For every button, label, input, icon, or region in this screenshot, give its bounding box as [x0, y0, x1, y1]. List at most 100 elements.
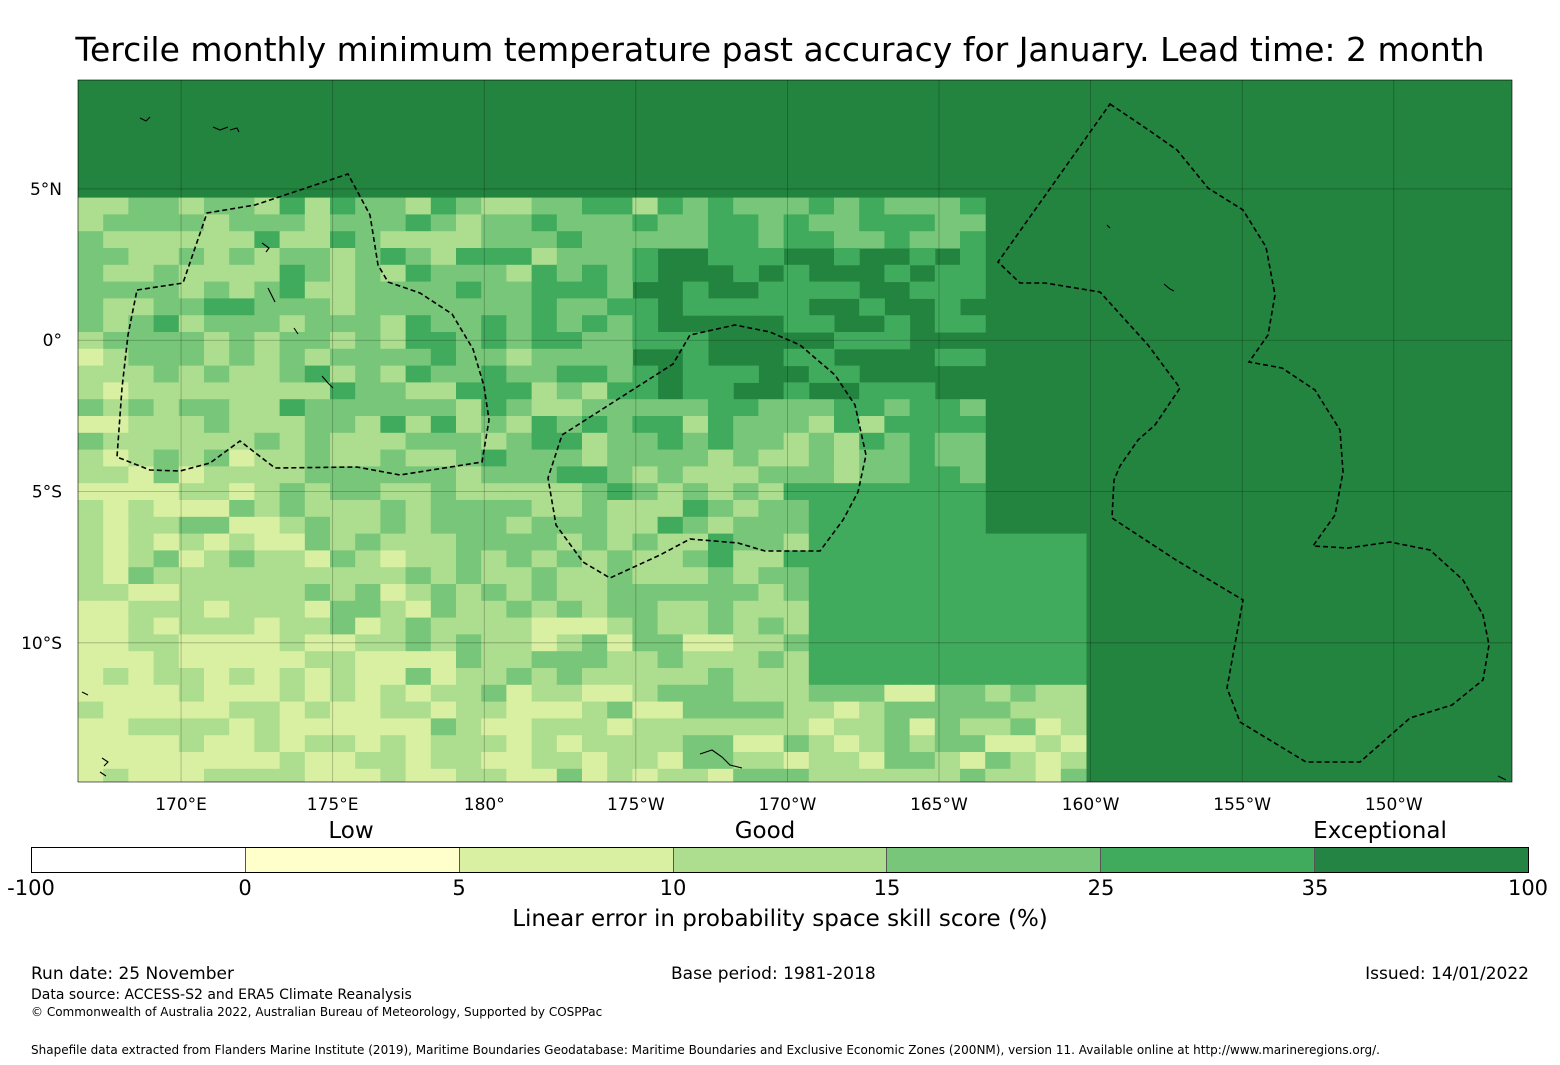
skill-cell [229, 584, 255, 602]
skill-cell [657, 214, 684, 232]
skill-cell [204, 768, 230, 782]
skill-cell [78, 516, 104, 535]
skill-cell [934, 668, 961, 686]
skill-cell [330, 432, 356, 451]
skill-cell [960, 416, 986, 434]
skill-cell [556, 432, 583, 451]
skill-cell [380, 634, 407, 652]
skill-cell [456, 466, 482, 484]
skill-cell [103, 348, 129, 367]
skill-cell [254, 483, 281, 501]
skill-cell [808, 634, 835, 652]
colorbar-segment [458, 848, 673, 872]
skill-cell [254, 298, 281, 316]
skill-cell [355, 684, 381, 703]
skill-cell [934, 701, 961, 719]
skill-cell [380, 365, 407, 383]
skill-cell [808, 617, 835, 635]
skill-cell [909, 684, 936, 703]
skill-cell [229, 197, 255, 215]
skill-cell [405, 584, 432, 602]
skill-cell [556, 500, 583, 518]
eez-boundary-tokelau [547, 324, 867, 579]
skill-cell [607, 365, 633, 383]
skill-cell [229, 752, 255, 770]
skill-cell [758, 248, 785, 266]
skill-cell [128, 718, 155, 736]
skill-cell [153, 516, 180, 535]
skill-cell [128, 600, 155, 619]
skill-cell [506, 449, 533, 467]
skill-cell [279, 382, 306, 400]
skill-cell [733, 399, 759, 417]
skill-cell [708, 466, 734, 484]
skill-cell [153, 382, 180, 400]
skill-cell [985, 584, 1011, 602]
skill-cell [330, 231, 356, 249]
skill-cell [1010, 567, 1037, 585]
skill-cell [934, 466, 961, 484]
skill-cell [783, 214, 810, 232]
skill-cell [78, 651, 104, 669]
skill-cell [859, 533, 885, 551]
skill-cell [405, 248, 432, 266]
skill-cell [128, 516, 155, 535]
skill-cell [254, 567, 281, 585]
skill-cell [834, 567, 860, 585]
skill-cell [531, 516, 558, 535]
skill-cell [985, 550, 1011, 568]
skill-cell [279, 466, 306, 484]
skill-cell [1035, 567, 1062, 585]
skill-cell [934, 634, 961, 652]
skill-cell [430, 281, 457, 299]
skill-cell [481, 466, 507, 484]
skill-cell [808, 214, 835, 232]
skill-cell [380, 567, 407, 585]
graticule [78, 80, 1512, 782]
skill-cell [934, 533, 961, 551]
skill-cell [733, 500, 759, 518]
skill-cell [304, 432, 331, 451]
skill-cell [783, 231, 810, 249]
longitude-label: 180° [464, 795, 505, 815]
skill-cell [808, 231, 835, 249]
skill-cell [279, 584, 306, 602]
skill-cell [657, 668, 684, 686]
skill-cell [380, 264, 407, 283]
skill-cell [229, 634, 255, 652]
skill-cell [607, 248, 633, 266]
skill-cell [607, 298, 633, 316]
skill-cell [481, 701, 507, 719]
skill-cell [834, 214, 860, 232]
skill-cell [103, 399, 129, 417]
skill-cell [909, 634, 936, 652]
skill-cell [985, 617, 1011, 635]
skill-cell [859, 332, 885, 350]
skill-cell [153, 752, 180, 770]
skill-cell [657, 600, 684, 619]
skill-cell [556, 332, 583, 350]
skill-cell [204, 718, 230, 736]
skill-cell [733, 466, 759, 484]
skill-cell [254, 584, 281, 602]
skill-cell [304, 752, 331, 770]
skill-cell [279, 600, 306, 619]
skill-cell [380, 248, 407, 266]
skill-cell [128, 197, 155, 215]
skill-cell [204, 399, 230, 417]
island-coastline [101, 757, 109, 767]
skill-cell [808, 365, 835, 383]
skill-cell [204, 315, 230, 333]
skill-cell [758, 735, 785, 753]
skill-cell [607, 634, 633, 652]
skill-cell [531, 634, 558, 652]
skill-cell [380, 668, 407, 686]
skill-cell [128, 567, 155, 585]
skill-cell [430, 500, 457, 518]
skill-cell [909, 197, 936, 215]
skill-cell [178, 634, 205, 652]
skill-cell [103, 516, 129, 535]
skill-cell [859, 617, 885, 635]
skill-cell [783, 449, 810, 467]
skill-cell [960, 533, 986, 551]
